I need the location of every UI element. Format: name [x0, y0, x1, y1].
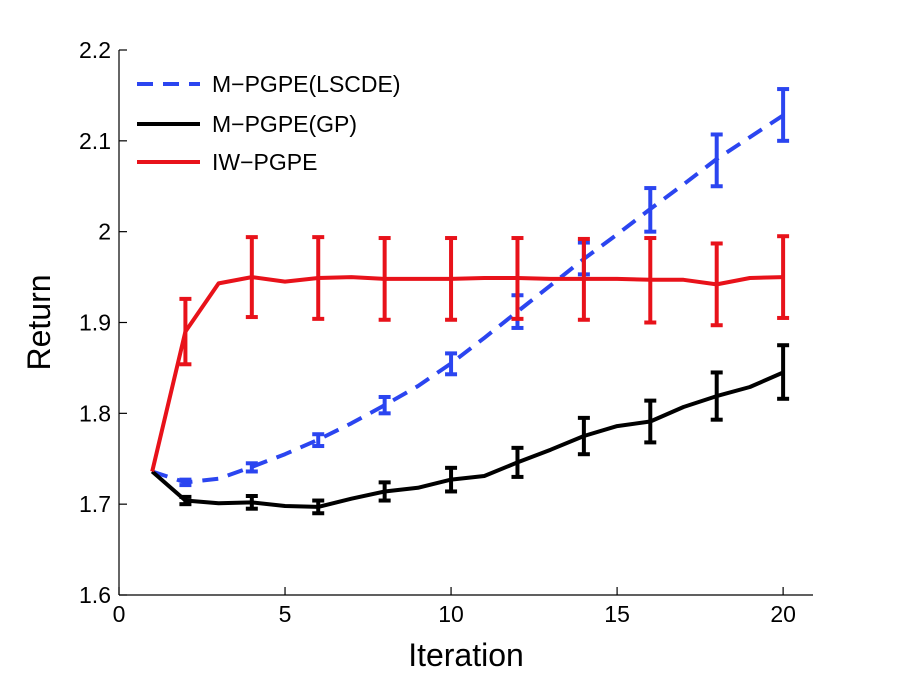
error-bar-gp: [245, 493, 258, 511]
legend-label-gp: M−PGPE(GP): [212, 111, 357, 137]
series-layer: [150, 87, 790, 516]
y-tick-label: 1.9: [79, 310, 111, 336]
error-bar-gp: [378, 480, 391, 503]
error-bar-lscde: [777, 87, 790, 143]
error-bar-lscde: [378, 394, 391, 416]
error-bar-lscde: [710, 132, 723, 189]
y-tick-label: 2: [98, 219, 111, 245]
y-tick-label: 2.2: [79, 37, 111, 63]
error-bar-iw: [445, 236, 458, 322]
series-lscde: [151, 87, 790, 488]
error-bar-lscde: [644, 186, 657, 234]
legend-entry-iw: IW−PGPE: [137, 149, 317, 175]
series-line-iw: [150, 275, 784, 472]
error-bar-iw: [577, 236, 590, 322]
y-tick-label: 1.7: [79, 491, 111, 517]
series-gp: [150, 343, 790, 516]
error-bar-iw: [710, 241, 723, 328]
error-bar-iw: [378, 236, 391, 322]
y-tick-label: 1.6: [79, 582, 111, 608]
legend-label-lscde: M−PGPE(LSCDE): [212, 71, 401, 97]
axes-frame: 1.6 1.7 1.8 1.9 2 2.1 2.2 0 5 10 15 20: [79, 37, 813, 627]
error-bar-iw: [511, 236, 524, 321]
legend: M−PGPE(LSCDE) M−PGPE(GP) IW−PGPE: [137, 71, 401, 175]
error-bar-iw: [245, 235, 258, 320]
error-bar-gp: [777, 343, 790, 401]
y-tick-label: 1.8: [79, 400, 111, 426]
x-axis-label: Iteration: [408, 637, 524, 673]
legend-entry-gp: M−PGPE(GP): [137, 111, 357, 137]
x-tick-label: 15: [604, 601, 630, 627]
error-bar-lscde: [445, 351, 458, 377]
x-tick-label: 5: [279, 601, 292, 627]
series-line-gp: [150, 370, 784, 509]
error-bar-iw: [644, 236, 657, 325]
error-bar-lscde: [312, 432, 325, 449]
error-bar-lscde: [179, 477, 192, 488]
error-bar-iw: [312, 235, 325, 321]
error-bar-gp: [710, 370, 723, 422]
error-bar-lscde: [245, 461, 258, 474]
y-axis-label: Return: [21, 274, 57, 370]
error-bar-iw: [777, 234, 790, 320]
error-bar-gp: [312, 498, 325, 516]
error-bar-iw: [179, 296, 192, 367]
x-tick-label: 0: [113, 601, 126, 627]
error-bar-gp: [577, 415, 590, 457]
legend-entry-lscde: M−PGPE(LSCDE): [137, 71, 401, 97]
error-bar-gp: [179, 494, 192, 507]
error-bar-gp: [445, 465, 458, 494]
error-bar-gp: [511, 445, 524, 479]
legend-label-iw: IW−PGPE: [212, 149, 317, 175]
error-bar-gp: [644, 398, 657, 445]
x-tick-label: 10: [438, 601, 464, 627]
x-tick-label: 20: [770, 601, 796, 627]
series-iw: [150, 234, 790, 472]
y-tick-label: 2.1: [79, 128, 111, 154]
